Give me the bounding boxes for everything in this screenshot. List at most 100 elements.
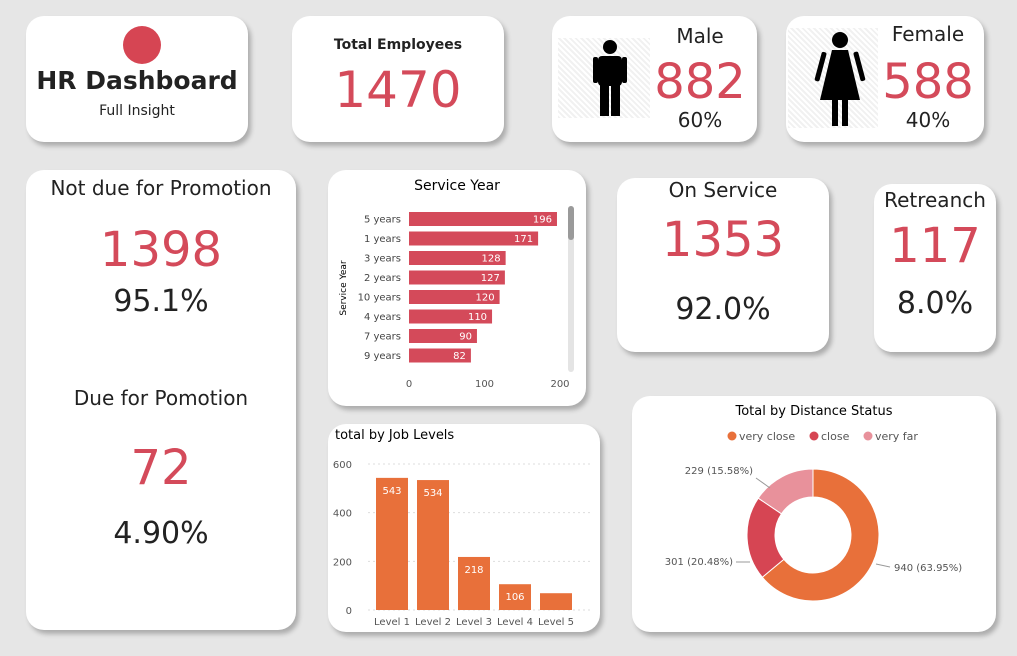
job-levels-bar[interactable] [376, 477, 408, 610]
service-year-value-label: 90 [459, 332, 472, 343]
service-year-bar[interactable] [409, 251, 506, 265]
retrench-percent: 8.0% [896, 286, 974, 321]
male-person-icon [558, 38, 650, 118]
job-levels-y-tick: 400 [333, 509, 352, 520]
service-year-bar[interactable] [409, 270, 505, 285]
total-employees-value: 1470 [334, 61, 462, 119]
retrench-card: Retreanch 117 8.0% [874, 184, 996, 352]
job-levels-category-label: Level 2 [415, 617, 451, 628]
male-percent: 60% [677, 108, 723, 132]
job-levels-value-label: 534 [423, 488, 442, 499]
female-percent: 40% [905, 108, 951, 132]
legend-marker [727, 431, 737, 441]
service-year-title: Service Year [414, 178, 500, 194]
not-due-promotion-label: Not due for Promotion [50, 176, 272, 200]
job-levels-bar[interactable] [458, 556, 490, 610]
distance-leader-line [875, 563, 891, 568]
total-employees-label: Total Employees [333, 37, 463, 53]
service-year-category-label: 7 years [364, 332, 401, 343]
legend-label: very close [739, 430, 795, 443]
retrench-value: 117 [889, 218, 981, 274]
due-promotion-percent: 4.90% [113, 516, 209, 551]
service-year-bar[interactable] [409, 329, 477, 343]
job-levels-category-label: Level 4 [497, 617, 533, 628]
service-year-value-label: 82 [453, 351, 466, 362]
not-due-promotion-percent: 95.1% [113, 284, 209, 319]
service-year-axis-label: Service Year [339, 260, 349, 315]
service-year-x-tick: 200 [550, 379, 569, 390]
job-levels-bar[interactable] [499, 584, 531, 610]
distance-slice-label: 229 (15.58%) [685, 466, 753, 477]
service-year-bar[interactable] [409, 231, 539, 246]
job-levels-y-tick: 600 [333, 460, 352, 471]
distance-status-title: Total by Distance Status [735, 404, 893, 419]
logo-dot-icon [123, 26, 161, 64]
job-levels-category-label: Level 5 [538, 617, 574, 628]
job-levels-title: total by Job Levels [335, 428, 454, 443]
due-promotion-label: Due for Pomotion [73, 386, 249, 410]
legend-marker [809, 431, 819, 441]
service-year-category-label: 2 years [364, 273, 401, 284]
service-year-category-label: 3 years [364, 254, 401, 265]
service-year-x-tick: 100 [475, 379, 494, 390]
service-year-bar[interactable] [409, 290, 500, 304]
job-levels-y-tick: 200 [333, 557, 352, 568]
female-label: Female [891, 22, 965, 46]
male-label: Male [676, 24, 724, 48]
distance-slice[interactable] [757, 468, 814, 515]
female-value: 588 [882, 54, 974, 110]
job-levels-value-label: 218 [464, 565, 483, 576]
service-year-bar[interactable] [409, 348, 471, 363]
male-value: 882 [654, 54, 746, 110]
chart-scrollbar-thumb[interactable] [568, 206, 574, 240]
job-levels-category-label: Level 3 [456, 617, 492, 628]
legend-label: close [821, 430, 850, 443]
on-service-percent: 92.0% [675, 292, 771, 327]
on-service-value: 1353 [661, 212, 785, 268]
total-employees-card: Total Employees 1470 [292, 16, 504, 142]
service-year-value-label: 127 [481, 273, 500, 284]
service-year-category-label: 1 years [364, 234, 401, 245]
service-year-value-label: 110 [468, 312, 487, 323]
legend-label: very far [875, 430, 918, 443]
service-year-chart: Service Year Service Year 5 years 196 1 ye… [339, 178, 574, 390]
distance-leader-line [755, 477, 771, 489]
service-year-bar[interactable] [409, 309, 493, 324]
distance-slice-label: 301 (20.48%) [665, 557, 733, 568]
job-levels-value-label: 543 [382, 486, 401, 497]
job-levels-value-label: 106 [505, 592, 524, 603]
male-card: Male 882 60% [552, 16, 757, 142]
service-year-bar[interactable] [409, 212, 557, 226]
service-year-card: Service Year Service Year 5 years 196 1 ye… [328, 170, 586, 406]
female-person-icon [788, 28, 878, 128]
service-year-category-label: 10 years [358, 293, 401, 304]
on-service-label: On Service [668, 178, 778, 202]
distance-status-card: Total by Distance Status very close close… [632, 396, 996, 632]
job-levels-category-label: Level 1 [374, 617, 410, 628]
service-year-category-label: 9 years [364, 351, 401, 362]
distance-slice-label: 940 (63.95%) [894, 563, 962, 574]
job-levels-bar[interactable] [540, 593, 572, 610]
female-card: Female 588 40% [786, 16, 984, 142]
legend-marker [863, 431, 873, 441]
distance-slice[interactable] [761, 468, 880, 602]
job-levels-bar[interactable] [417, 480, 449, 610]
service-year-value-label: 171 [514, 234, 533, 245]
job-levels-card: total by Job Levels 0 200 400 600 543 Level 1… [328, 424, 600, 632]
page-subtitle: Full Insight [99, 103, 175, 119]
service-year-value-label: 128 [482, 254, 501, 265]
service-year-value-label: 196 [533, 215, 552, 226]
not-due-promotion-value: 1398 [99, 222, 223, 278]
chart-scrollbar-track[interactable] [568, 206, 574, 372]
service-year-category-label: 5 years [364, 215, 401, 226]
distance-status-chart: Total by Distance Status very close close… [665, 404, 962, 602]
promotion-card: Not due for Promotion 1398 95.1% Due for… [26, 170, 296, 630]
job-levels-y-tick: 0 [346, 606, 352, 617]
due-promotion-value: 72 [130, 440, 192, 496]
job-levels-chart: total by Job Levels 0 200 400 600 543 Level 1… [333, 428, 590, 628]
retrench-label: Retreanch [884, 188, 986, 212]
service-year-category-label: 4 years [364, 312, 401, 323]
service-year-x-tick: 0 [406, 379, 412, 390]
on-service-card: On Service 1353 92.0% [617, 178, 829, 352]
page-title: HR Dashboard [36, 66, 238, 95]
